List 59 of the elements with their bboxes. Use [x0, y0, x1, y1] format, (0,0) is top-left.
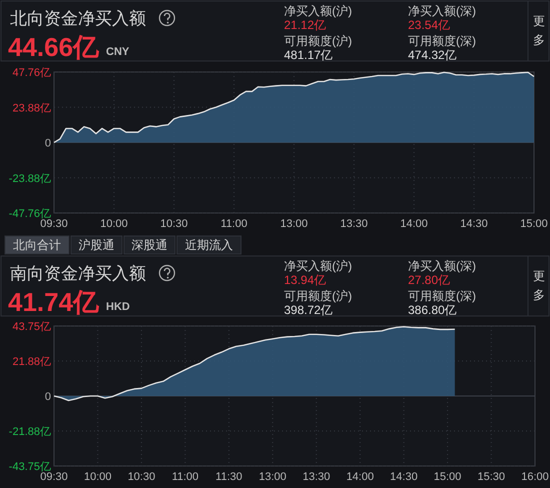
text: 净买入额(沪) [284, 259, 352, 273]
y-tick-label: 0 [44, 391, 51, 403]
text: 可用额度(深) [408, 289, 476, 303]
x-tick-label: 13:00 [258, 471, 286, 483]
text: CNY [106, 46, 130, 58]
y-tick-label: 43.75亿 [12, 321, 51, 333]
text: 净买入额(深) [408, 259, 476, 273]
x-tick-label: 09:30 [40, 471, 68, 483]
y-tick-label: -23.88亿 [8, 172, 51, 185]
text: 44.66亿 [8, 32, 100, 62]
text: 41.74亿 [8, 287, 100, 317]
text: 近期流入 [185, 238, 233, 252]
x-tick-label: 09:30 [40, 218, 68, 230]
x-tick-label: 11:30 [216, 471, 242, 483]
x-tick-label: 10:30 [160, 218, 188, 230]
text: 可用额度(深) [408, 34, 476, 48]
y-tick-label: -47.76亿 [8, 208, 51, 220]
x-tick-label: 10:00 [84, 471, 112, 483]
text: 可用额度(沪) [284, 34, 352, 48]
text: 398.72亿 [284, 303, 333, 317]
text: 386.80亿 [408, 303, 457, 317]
text: 沪股通 [78, 238, 114, 252]
x-tick-label: 14:30 [390, 471, 418, 483]
x-tick-label: 10:00 [100, 218, 128, 230]
y-tick-label: 23.88亿 [12, 102, 51, 114]
x-tick-label: 15:30 [478, 471, 506, 483]
y-tick-label: 0 [44, 138, 51, 150]
x-tick-label: 13:00 [280, 218, 308, 230]
text: 13.94亿 [284, 273, 326, 287]
text: 净买入额(沪) [284, 4, 352, 18]
y-tick-label: -43.75亿 [8, 461, 51, 473]
x-tick-label: 13:30 [302, 471, 330, 483]
text: 21.12亿 [284, 18, 326, 32]
x-tick-label: 15:00 [520, 218, 548, 230]
chart-title: 北向资金净买入额 [10, 9, 146, 28]
text: 27.80亿 [408, 273, 450, 287]
text: 更多 [533, 14, 545, 47]
y-tick-label: -21.88亿 [8, 426, 51, 438]
x-tick-label: 15:00 [434, 471, 462, 483]
text: 481.17亿 [284, 48, 333, 62]
chart-title: 南向资金净买入额 [10, 264, 146, 283]
x-tick-label: 14:00 [346, 471, 374, 483]
x-tick-label: 14:00 [400, 218, 428, 230]
text: 23.54亿 [408, 18, 450, 32]
x-tick-label: 11:00 [220, 218, 248, 230]
text: 可用额度(沪) [284, 289, 352, 303]
text: 更多 [533, 269, 545, 302]
y-tick-label: 21.88亿 [12, 356, 51, 368]
text: 净买入额(深) [408, 4, 476, 18]
x-tick-label: 16:00 [521, 471, 549, 483]
text: 北向合计 [13, 238, 61, 252]
x-tick-label: 14:30 [460, 218, 488, 230]
text: 474.32亿 [408, 48, 457, 62]
x-tick-label: 11:00 [172, 471, 199, 483]
x-tick-label: 10:30 [128, 471, 156, 483]
x-tick-label: 13:30 [340, 218, 368, 230]
text: 深股通 [132, 238, 168, 252]
text: HKD [106, 301, 130, 313]
y-tick-label: 47.76亿 [12, 67, 51, 79]
